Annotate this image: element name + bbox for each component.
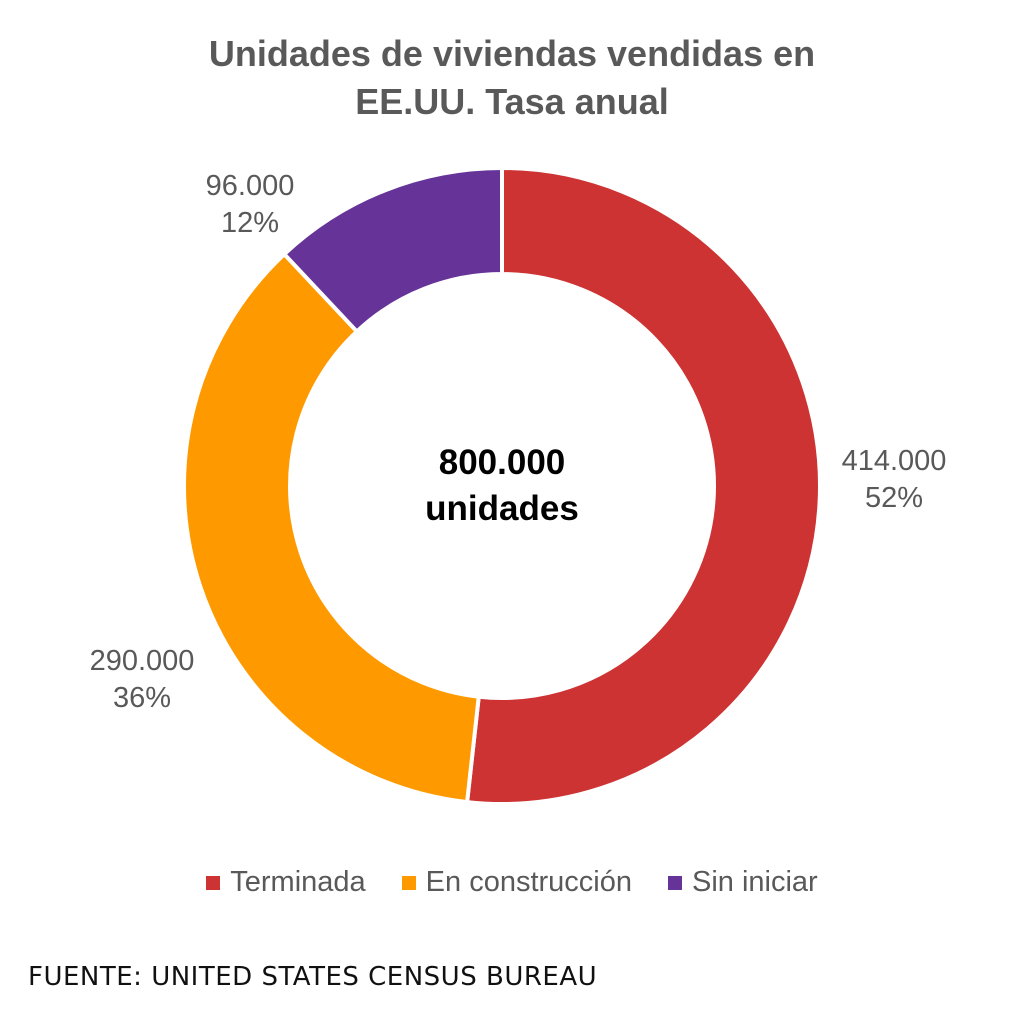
slice-value-label: 414.000 [842,445,947,477]
donut-slice-en-construcción [182,251,481,805]
chart-title-line-2: EE.UU. Tasa anual [355,81,669,122]
legend-item-sin-iniciar: Sin iniciar [668,866,818,899]
donut-slice-sin-iniciar [281,165,504,335]
legend-item-en-construcción: En construcción [401,866,632,899]
legend: Terminada En construcción Sin iniciar [0,866,1024,899]
legend-item-terminada: Terminada [206,866,366,899]
donut-slice-terminada [464,165,822,806]
slice-percent-label: 36% [113,682,171,714]
chart-title: Unidades de viviendas vendidas en EE.UU.… [0,30,1024,126]
slice-percent-label: 12% [221,207,279,239]
source-note: FUENTE: UNITED STATES CENSUS BUREAU [28,962,598,992]
legend-label: En construcción [425,866,632,898]
labels-layer: 414.000 52% 290.000 36% 96.000 12% [90,170,947,714]
center-total-label: 800.000 [439,443,566,482]
legend-swatch [668,875,682,890]
slice-value-label: 290.000 [90,645,195,677]
legend-label: Terminada [230,866,366,898]
legend-swatch [401,875,416,890]
center-unit-label: unidades [425,489,579,528]
legend-label: Sin iniciar [692,866,818,898]
legend-swatch [206,875,221,890]
slice-percent-label: 52% [865,482,923,514]
chart-title-line-1: Unidades de viviendas vendidas en [208,33,816,74]
slice-value-label: 96.000 [206,170,295,202]
slices-layer [182,165,822,806]
